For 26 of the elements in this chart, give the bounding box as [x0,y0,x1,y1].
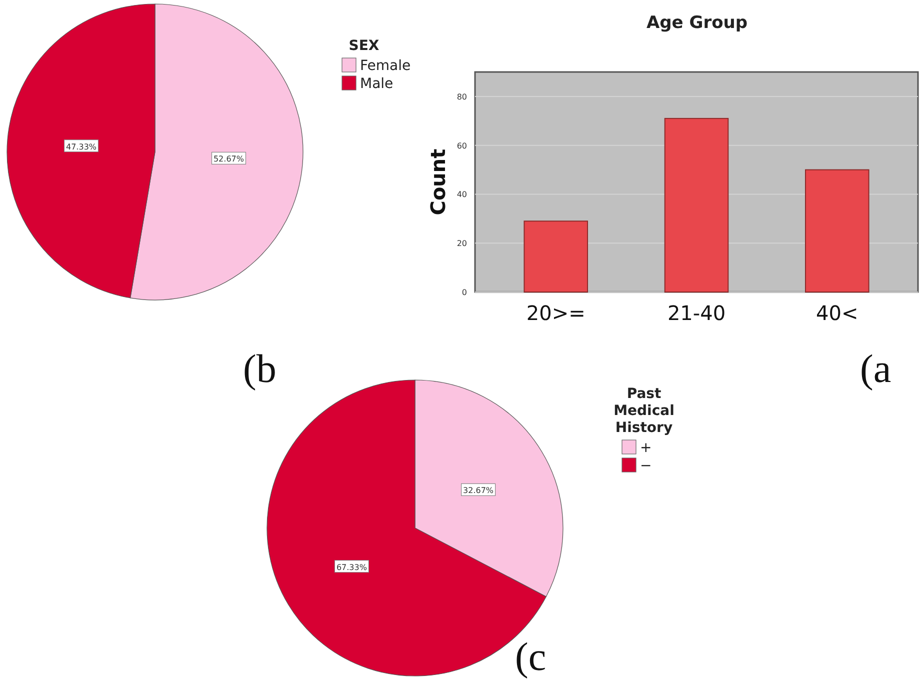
y-tick-label: 60 [456,141,467,150]
legend-title: SEX [348,38,380,54]
text: (c [515,634,546,679]
bar [664,118,729,292]
y-tick-label: 20 [456,239,467,248]
x-tick-label: 21-40 [667,301,726,325]
chart-title: Age Group [646,13,748,33]
legend-label: Male [360,76,394,92]
data-label: 32.67% [463,486,494,496]
legend-title: Past Medical History [614,386,674,436]
legend-label: + [640,440,652,456]
y-tick-label: 80 [456,92,467,102]
y-tick-label: 40 [456,190,467,200]
text: (a [860,346,892,391]
x-tick-label: 20>= [526,301,586,325]
x-tick-label: 40< [816,301,858,325]
data-label: 52.67% [213,154,244,164]
data-label: 67.33% [336,562,368,572]
legend-label: − [640,458,652,474]
text: (b [243,346,276,391]
bar [524,220,588,292]
bar [804,169,870,292]
data-label: 47.33% [66,142,97,152]
legend-label: Female [360,58,411,74]
y-tick-label: 0 [462,288,467,297]
y-axis-title: Count [426,148,450,216]
